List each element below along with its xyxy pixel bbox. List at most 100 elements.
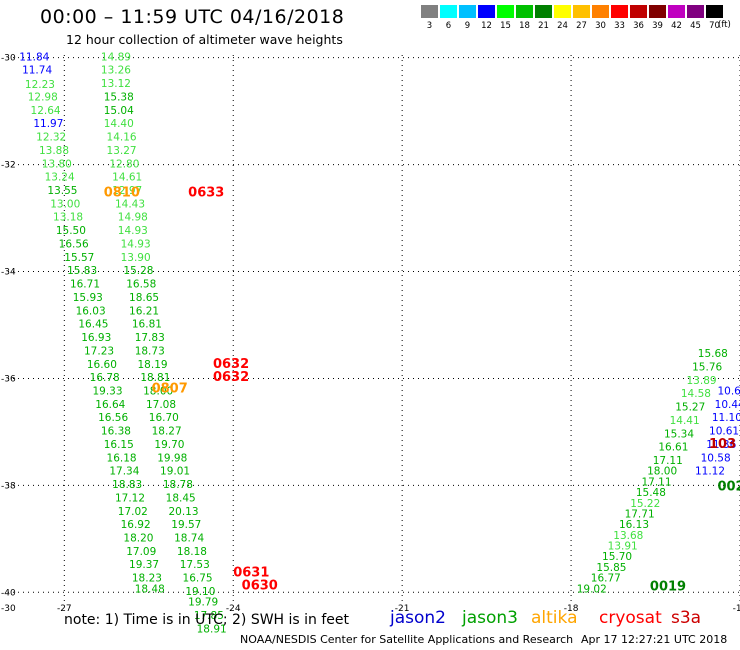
wave-height-value: 14.89: [101, 51, 131, 63]
color-scale-swatch: [516, 5, 533, 18]
wave-height-value: 11.10: [712, 412, 740, 424]
color-scale-swatch: [421, 5, 438, 18]
wave-height-value: 13.24: [45, 172, 75, 184]
color-scale-label: 36: [633, 21, 644, 31]
color-scale-label: 45: [690, 21, 701, 31]
wave-height-value: 12.32: [36, 132, 66, 144]
wave-height-value: 15.22: [630, 498, 660, 510]
wave-height-value: 16.56: [98, 412, 128, 424]
wave-height-value: 12.64: [31, 105, 61, 117]
wave-height-value: 15.34: [664, 428, 694, 440]
wave-height-value: 17.11: [653, 455, 683, 467]
color-scale-swatch: [668, 5, 685, 18]
footer-note: note: 1) Time is in UTC; 2) SWH is in fe…: [64, 612, 350, 628]
legend-altika: altika: [531, 608, 578, 628]
chart-title: 00:00 – 11:59 UTC 04/16/2018: [40, 6, 345, 28]
wave-height-value: 16.81: [132, 319, 162, 331]
wave-height-value: 18.20: [123, 533, 153, 545]
y-tick-label: -36: [1, 374, 16, 384]
wave-height-value: 15.04: [104, 105, 134, 117]
wave-height-value: 17.12: [115, 492, 145, 504]
wave-height-value: 18.91: [197, 623, 227, 635]
wave-height-value: 16.58: [126, 279, 156, 291]
color-scale-swatch: [554, 5, 571, 18]
wave-height-value: 11.12: [695, 466, 725, 478]
wave-height-value: 10.58: [701, 452, 731, 464]
wave-height-value: 14.58: [681, 388, 711, 400]
wave-height-value: 16.56: [59, 238, 89, 250]
y-tick-label: -32: [1, 161, 16, 171]
wave-height-value: 18.23: [132, 573, 162, 585]
color-scale-label: 6: [445, 21, 452, 31]
wave-height-value: 18.73: [135, 345, 165, 357]
wave-height-value: 15.68: [698, 348, 728, 360]
color-scale-swatch: [630, 5, 647, 18]
wave-height-value: 11.74: [22, 65, 52, 77]
color-scale-swatch: [535, 5, 552, 18]
y-tick-label: -34: [1, 268, 16, 278]
color-scale-label: 42: [671, 21, 682, 31]
color-scale-swatch: [649, 5, 666, 18]
legend-s3a: s3a: [671, 608, 702, 628]
color-scale-swatch: [459, 5, 476, 18]
wave-height-value: 19.70: [154, 439, 184, 451]
wave-height-value: 17.34: [109, 466, 139, 478]
wave-height-value: 15.50: [56, 225, 86, 237]
axis-tick-labels: -27 -24 -21 -18 -15 -30 -32 -34 -36 -38 -40 -30: [1, 54, 740, 614]
wave-height-value: 17.02: [118, 506, 148, 518]
wave-height-value: 15.38: [104, 91, 134, 103]
wave-height-value: 18.74: [174, 533, 204, 545]
wave-height-value: 18.65: [129, 292, 159, 304]
pass-time-label: 0633: [188, 186, 224, 201]
wave-height-value: 15.76: [692, 361, 722, 373]
wave-height-value: 13.26: [101, 65, 131, 77]
wave-height-value: 16.93: [81, 332, 111, 344]
wave-height-value: 16.61: [658, 442, 688, 454]
pass-time-label: 0632: [213, 357, 249, 372]
wave-height-value: 13.68: [613, 530, 643, 542]
y-tick-label: -40: [1, 588, 16, 598]
wave-height-value: 17.85: [194, 610, 224, 622]
wave-height-value: 16.15: [104, 439, 134, 451]
wave-height-value: 18.45: [166, 492, 196, 504]
wave-height-value: 17.23: [84, 345, 114, 357]
wave-height-value: 15.48: [636, 487, 666, 499]
color-scale-label: 9: [464, 21, 471, 31]
color-scale-swatch: [497, 5, 514, 18]
pass-time-label: 0631: [233, 565, 269, 580]
wave-height-value: 14.61: [112, 172, 142, 184]
wave-height-value: 18.81: [140, 372, 170, 384]
wave-height-value: 16.21: [129, 305, 159, 317]
x-tick-label: -27: [57, 604, 72, 614]
wave-height-value: 16.78: [90, 372, 120, 384]
x-tick-label: -18: [564, 604, 579, 614]
wave-height-value: 10.44: [715, 399, 740, 411]
wave-height-value: 14.93: [121, 238, 151, 250]
y-tick-label: -30: [1, 54, 16, 64]
wave-height-value: 11.97: [33, 118, 63, 130]
wave-height-value: 15.28: [123, 265, 153, 277]
wave-height-value: 14.43: [115, 198, 145, 210]
wave-height-value: 16.13: [619, 519, 649, 531]
wave-height-value: 19.98: [157, 452, 187, 464]
generation-timestamp: Apr 17 12:27:21 UTC 2018: [581, 633, 728, 646]
pass-time-label: 0632: [213, 370, 249, 385]
color-scale-swatch: [478, 5, 495, 18]
wave-height-value: 15.27: [675, 402, 705, 414]
wave-height-value: 18.78: [163, 479, 193, 491]
wave-height-value: 12.23: [25, 79, 55, 91]
wave-height-value: 16.03: [76, 305, 106, 317]
grid-lines: [8, 55, 740, 603]
wave-height-value: 15.70: [602, 551, 632, 563]
wave-height-value: 17.09: [126, 546, 156, 558]
color-scale-label: 18: [519, 21, 530, 31]
color-scale-swatch: [706, 5, 723, 18]
wave-height-value: 17.11: [641, 476, 671, 488]
wave-height-value: 16.77: [591, 573, 621, 585]
wave-height-value: 16.45: [78, 319, 108, 331]
wave-height-value: 17.53: [180, 559, 210, 571]
wave-height-value: 12.98: [28, 91, 58, 103]
